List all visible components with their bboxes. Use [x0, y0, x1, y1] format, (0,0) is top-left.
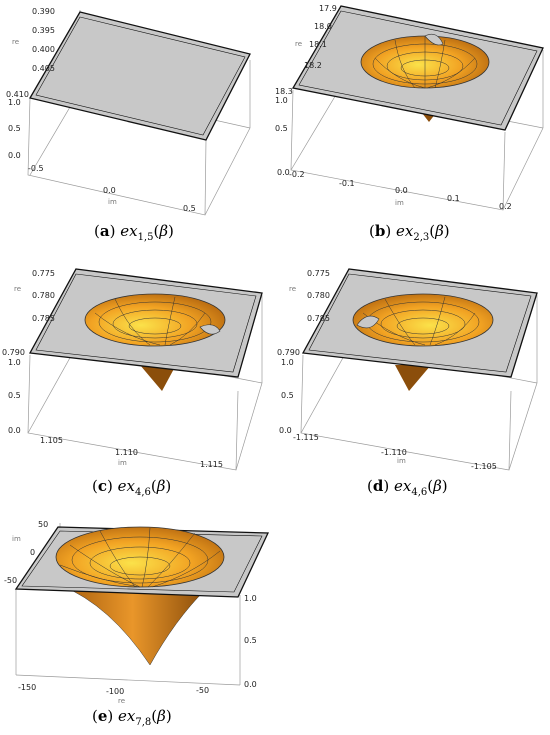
re-axis-label: re [289, 285, 296, 293]
im-axis-label: im [118, 459, 127, 467]
caption-b: (b) ex2,3(β) [369, 222, 450, 243]
re-axis-label: re [12, 38, 19, 46]
surface-d [352, 293, 494, 347]
caption-d: (d) ex4,6(β) [367, 477, 448, 498]
surface-cone-d [395, 365, 431, 391]
im-tick: 1.105 [40, 436, 63, 445]
im-tick: 1.115 [200, 460, 223, 469]
re-axis-label: re [118, 697, 125, 705]
plane-a [28, 11, 251, 141]
im-tick: 50 [38, 520, 48, 529]
surface-cone-c [140, 365, 176, 391]
re-tick: 18.2 [304, 61, 322, 70]
re-tick: 0.780 [307, 291, 330, 300]
im-axis-label: im [395, 199, 404, 207]
im-tick: -1.105 [471, 462, 497, 471]
re-tick: 0.395 [32, 26, 55, 35]
value-tick: 0.5 [8, 391, 21, 400]
plot-c: 0.775 0.780 0.785 0.790 re 1.0 0.5 0.0 1… [2, 268, 263, 471]
plot-e: 50 0 -50 im 1.0 0.5 0.0 -150 -100 -50 re [4, 520, 270, 705]
value-tick: 0.0 [279, 426, 292, 435]
figure-panel-b: 17.9 18.0 18.1 18.2 18.3 re 1.0 0.5 0.0 … [275, 0, 550, 250]
re-tick: 0.785 [307, 314, 330, 323]
im-tick: -1.115 [293, 433, 319, 442]
plot-b: 17.9 18.0 18.1 18.2 18.3 re 1.0 0.5 0.0 … [275, 4, 544, 211]
re-tick: 0.775 [32, 269, 55, 278]
re-tick: -100 [106, 687, 124, 696]
im-axis-label: im [108, 198, 117, 206]
re-tick: 0.775 [307, 269, 330, 278]
figure-panel-d: 0.775 0.780 0.785 0.790 re 1.0 0.5 0.0 -… [275, 265, 550, 505]
value-tick: 1.0 [8, 358, 21, 367]
im-tick: 0.0 [395, 186, 408, 195]
value-tick: 0.0 [8, 151, 21, 160]
re-axis-label: re [14, 285, 21, 293]
value-tick: 1.0 [8, 98, 21, 107]
value-tick: 0.5 [281, 391, 294, 400]
surface-c [84, 293, 226, 347]
im-tick: 0.2 [499, 202, 512, 211]
im-tick: -0.2 [289, 170, 305, 179]
im-tick: 0.0 [103, 186, 116, 195]
caption-c: (c) ex4,6(β) [92, 477, 172, 498]
re-tick: 0.410 [6, 90, 29, 99]
value-tick: 1.0 [281, 358, 294, 367]
re-tick: 0.405 [32, 64, 55, 73]
value-tick: 0.0 [8, 426, 21, 435]
re-tick: -150 [18, 683, 36, 692]
value-tick: 1.0 [275, 96, 288, 105]
caption-e: (e) ex7,8(β) [92, 707, 172, 728]
re-tick: 0.790 [277, 348, 300, 357]
value-tick: 0.0 [277, 168, 290, 177]
re-tick: 0.785 [32, 314, 55, 323]
im-tick: -50 [4, 576, 17, 585]
im-tick: 0.5 [183, 204, 196, 213]
im-tick: 0 [30, 548, 35, 557]
figure-panel-e: 50 0 -50 im 1.0 0.5 0.0 -150 -100 -50 re… [0, 515, 275, 735]
plot-a: 0.390 0.395 0.400 0.405 0.410 re 1.0 0.5… [6, 7, 251, 216]
value-tick: 1.0 [244, 594, 257, 603]
figure-panel-a: 0.390 0.395 0.400 0.405 0.410 re 1.0 0.5… [0, 0, 275, 250]
re-axis-label: re [295, 40, 302, 48]
re-tick: 18.1 [309, 40, 327, 49]
value-tick: 0.5 [244, 636, 257, 645]
im-axis-label: im [12, 535, 21, 543]
im-tick: -1.110 [381, 448, 407, 457]
value-tick: 0.0 [244, 680, 257, 689]
im-tick: 0.1 [447, 194, 460, 203]
im-axis-label: im [397, 457, 406, 465]
re-tick: 0.780 [32, 291, 55, 300]
caption-a: (a) ex1,5(β) [94, 222, 174, 243]
figure-panel-c: 0.775 0.780 0.785 0.790 re 1.0 0.5 0.0 1… [0, 265, 275, 505]
value-tick: 0.5 [275, 124, 288, 133]
im-tick: -0.1 [339, 179, 355, 188]
re-tick: 0.790 [2, 348, 25, 357]
value-tick: 0.5 [8, 124, 21, 133]
re-tick: -50 [196, 686, 209, 695]
surface-cone-e [59, 584, 206, 666]
re-tick: 18.3 [275, 87, 293, 96]
re-tick: 0.390 [32, 7, 55, 16]
re-tick: 18.0 [314, 22, 332, 31]
re-tick: 17.9 [319, 4, 337, 13]
im-tick: 1.110 [115, 448, 138, 457]
im-tick: -0.5 [28, 164, 44, 173]
re-tick: 0.400 [32, 45, 55, 54]
plot-d: 0.775 0.780 0.785 0.790 re 1.0 0.5 0.0 -… [277, 268, 538, 471]
